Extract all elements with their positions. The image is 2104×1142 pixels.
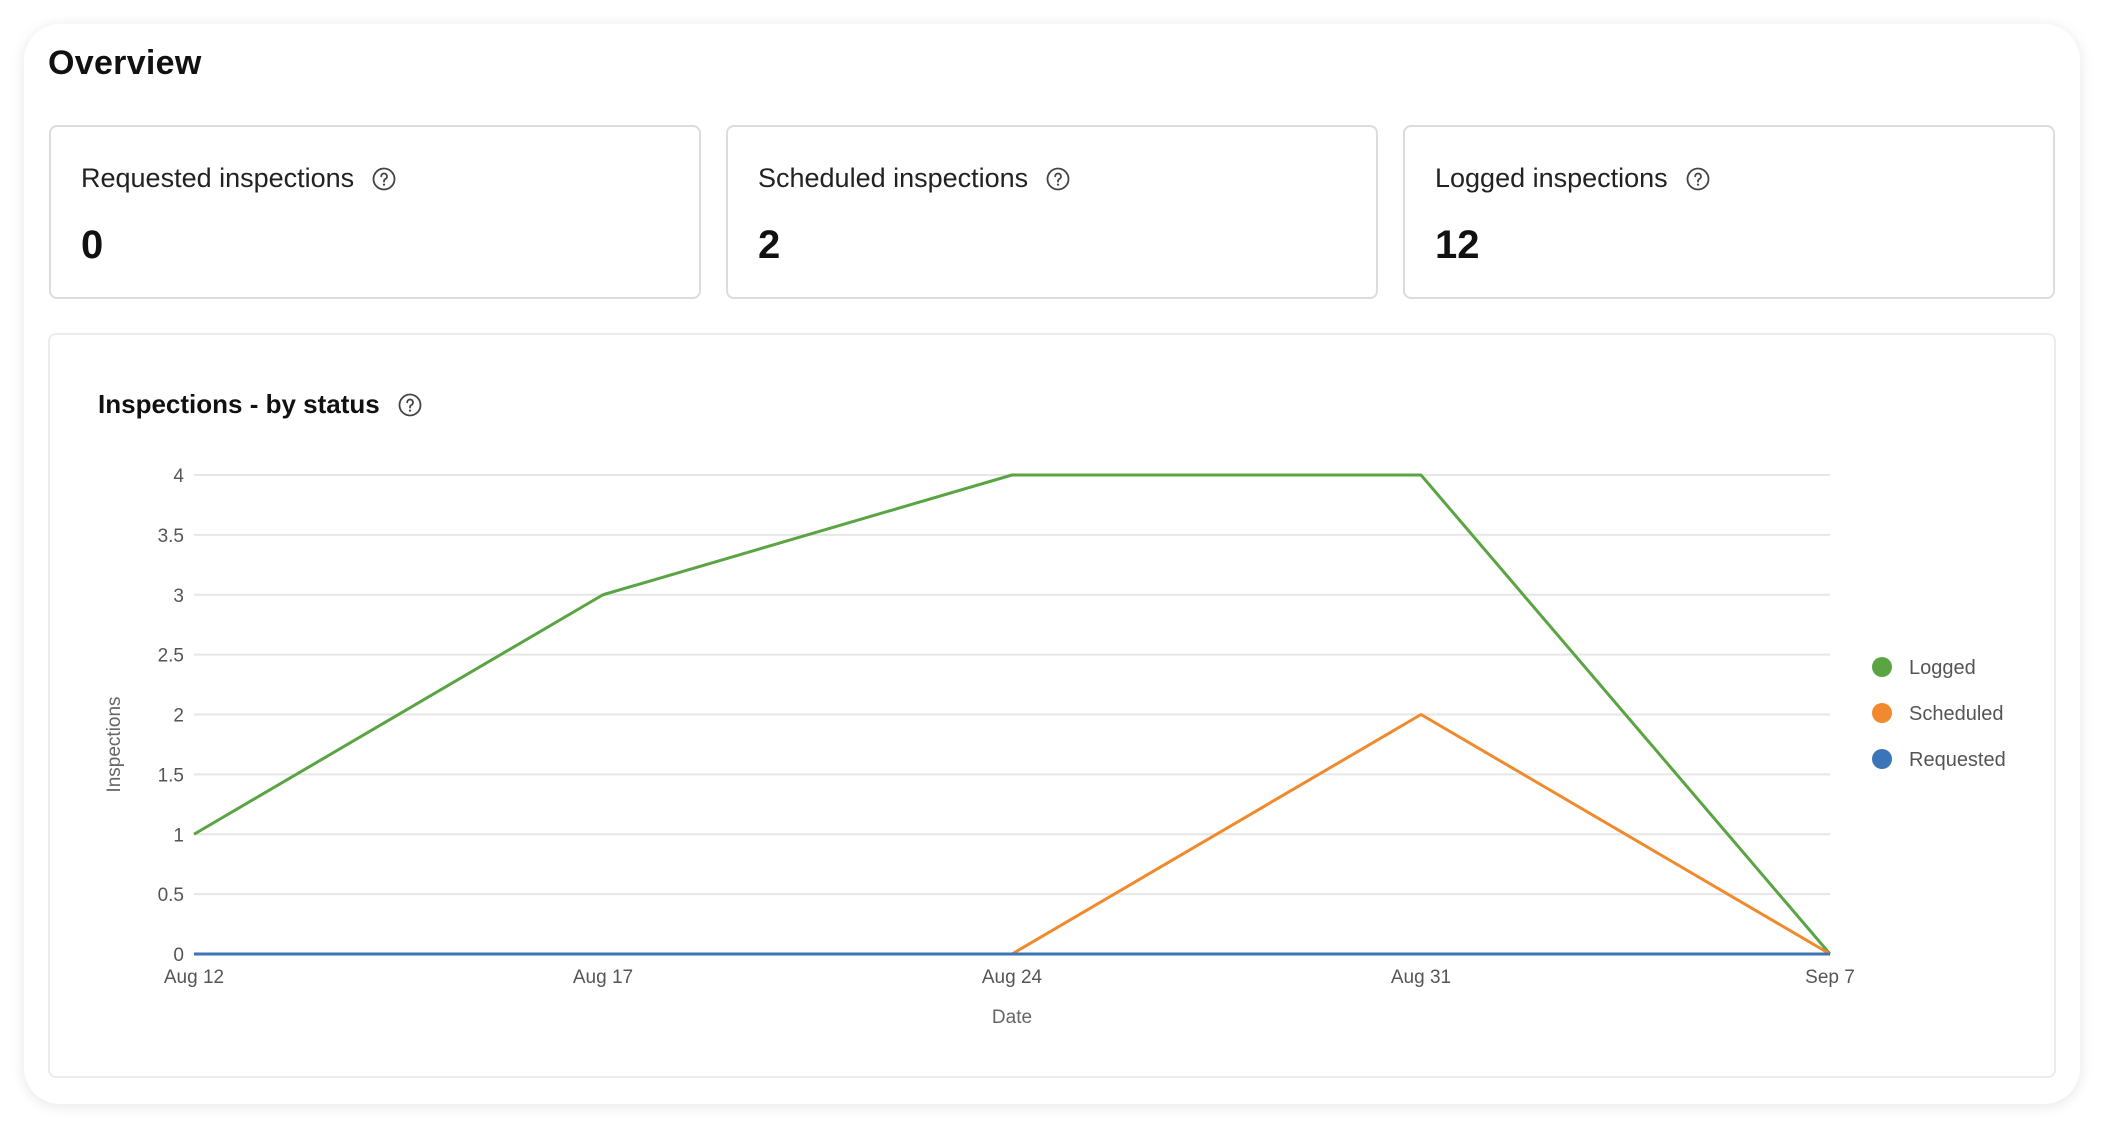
y-tick-label: 0	[173, 945, 184, 966]
stat-card-logged: Logged inspections 12	[1403, 125, 2055, 299]
help-circle-icon[interactable]	[372, 167, 396, 191]
x-tick-label: Aug 17	[573, 967, 633, 988]
stat-card-requested: Requested inspections 0	[49, 125, 701, 299]
x-tick-label: Sep 7	[1805, 967, 1855, 988]
stat-card-scheduled: Scheduled inspections 2	[726, 125, 1378, 299]
help-circle-icon[interactable]	[398, 393, 422, 417]
chart-title: Inspections - by status	[98, 389, 380, 419]
x-axis-title: Date	[992, 1007, 1032, 1028]
x-tick-label: Aug 12	[164, 967, 224, 988]
y-tick-label: 2	[173, 706, 184, 727]
stat-label-requested: Requested inspections	[81, 163, 355, 193]
stat-label-logged: Logged inspections	[1435, 163, 1668, 193]
y-tick-label: 4	[173, 466, 184, 487]
chart-title-row: Inspections - by status	[98, 389, 422, 420]
legend-label-requested: Requested	[1909, 749, 2006, 771]
legend-marker-scheduled	[1872, 703, 1892, 723]
y-tick-label: 1.5	[158, 765, 184, 786]
stat-value-logged: 12	[1435, 223, 1480, 267]
y-axis-title: Inspections	[104, 696, 125, 792]
legend-label-logged: Logged	[1909, 657, 1976, 679]
stat-value-requested: 0	[81, 223, 104, 267]
y-tick-label: 3.5	[158, 526, 184, 547]
legend-marker-logged	[1872, 657, 1892, 677]
stat-value-scheduled: 2	[758, 223, 781, 267]
y-tick-label: 3	[173, 586, 184, 607]
y-tick-label: 0.5	[158, 885, 184, 906]
overview-title: Overview	[48, 44, 202, 82]
stat-label-row: Requested inspections	[81, 163, 396, 194]
legend-marker-requested	[1872, 749, 1892, 769]
x-tick-label: Aug 31	[1391, 967, 1451, 988]
stat-label-scheduled: Scheduled inspections	[758, 163, 1029, 193]
y-tick-label: 1	[173, 825, 184, 846]
x-tick-label: Aug 24	[982, 967, 1043, 988]
line-chart: 0 0.5 1 1.5 2 2.5 3 3.5 4 Aug 12 Aug 17 Aug 24 Aug 3…	[104, 466, 2006, 1028]
chart-card: Inspections - by status 0 0.5 1 1.5 2 2.5 3 3.5…	[48, 333, 2056, 1078]
series-line-logged	[193, 473, 1832, 955]
help-circle-icon[interactable]	[1046, 167, 1070, 191]
legend-label-scheduled: Scheduled	[1909, 703, 2004, 725]
y-tick-label: 2.5	[158, 646, 184, 667]
help-circle-icon[interactable]	[1686, 167, 1710, 191]
stat-label-row: Logged inspections	[1435, 163, 1710, 194]
stat-label-row: Scheduled inspections	[758, 163, 1070, 194]
